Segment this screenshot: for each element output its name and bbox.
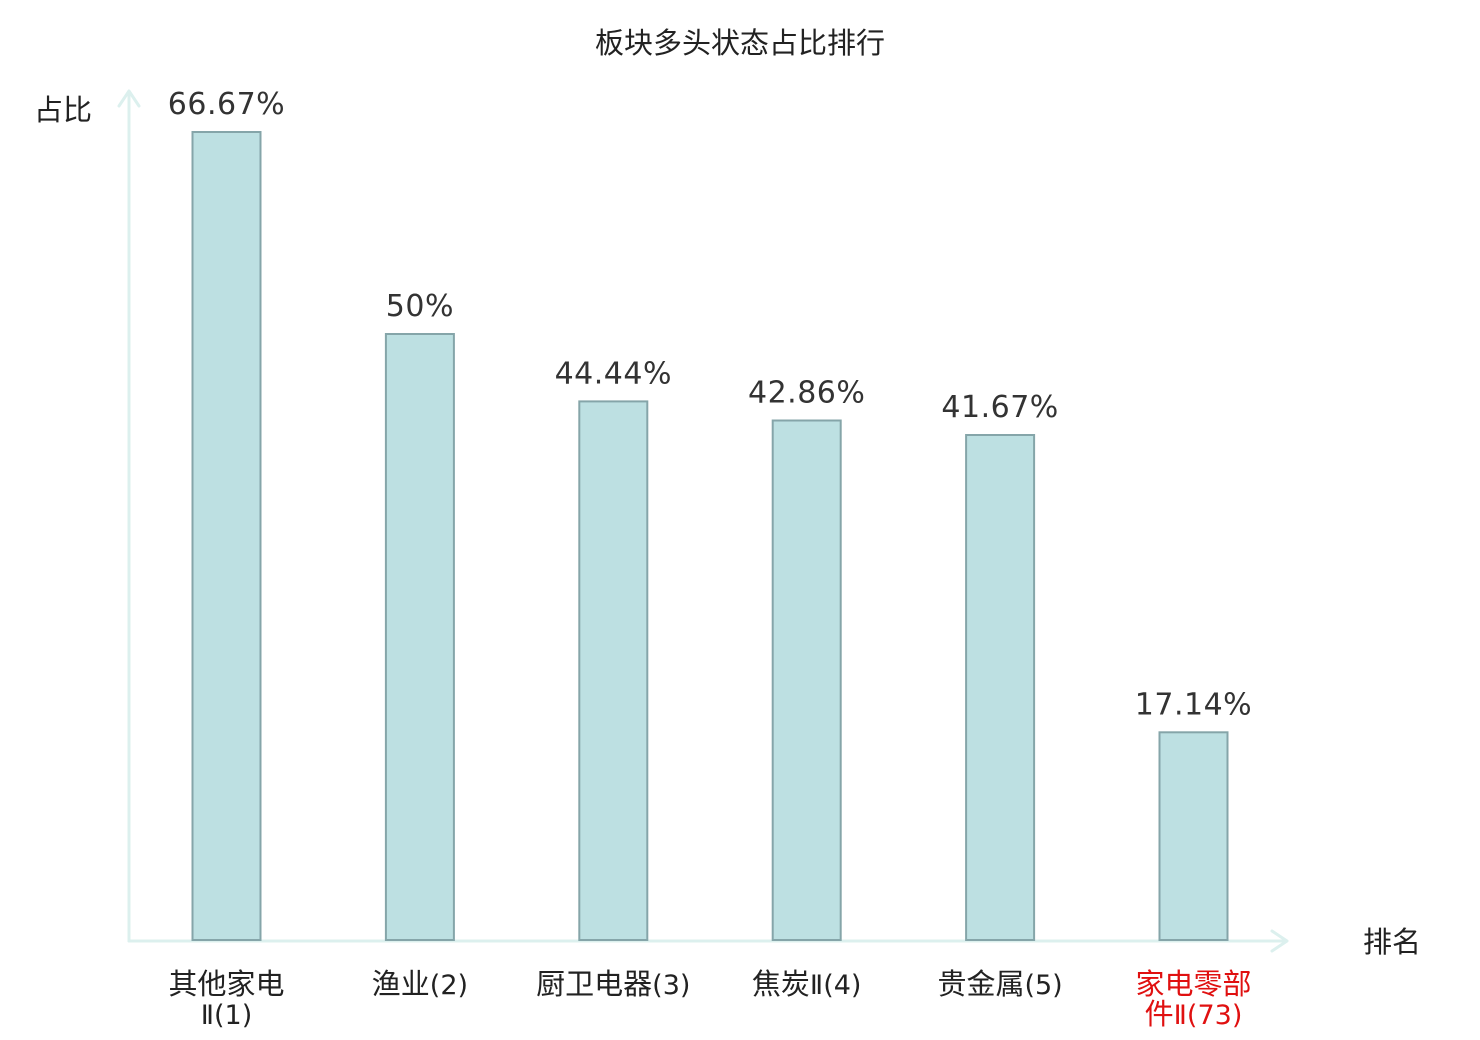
y-axis-arrow (117, 89, 141, 108)
value-label: 42.86% (748, 376, 865, 411)
chart-title: 板块多头状态占比排行 (595, 26, 885, 60)
category-label: Ⅱ(1) (201, 1000, 253, 1031)
bar (965, 434, 1036, 941)
value-label: 44.44% (555, 356, 672, 391)
bar (384, 333, 455, 941)
bar (578, 400, 649, 941)
x-axis-label: 排名 (1363, 925, 1421, 959)
value-label: 50% (386, 289, 454, 324)
bar (771, 419, 842, 941)
category-label: 其他家电 (168, 967, 284, 1001)
value-label: 17.14% (1135, 687, 1252, 722)
bar (191, 131, 262, 941)
x-axis-arrow (1270, 929, 1289, 953)
category-label: 家电零部 (1135, 967, 1251, 1001)
value-label: 66.67% (168, 87, 285, 122)
bar (1158, 731, 1229, 941)
category-label: 渔业(2) (372, 967, 468, 1001)
category-label: 厨卫电器(3) (536, 967, 690, 1001)
category-label: 贵金属(5) (937, 967, 1062, 1001)
value-label: 41.67% (941, 390, 1058, 425)
y-axis-label: 占比 (34, 93, 92, 127)
category-label: 焦炭Ⅱ(4) (752, 967, 862, 1001)
category-label: 件Ⅱ(73) (1145, 997, 1243, 1031)
